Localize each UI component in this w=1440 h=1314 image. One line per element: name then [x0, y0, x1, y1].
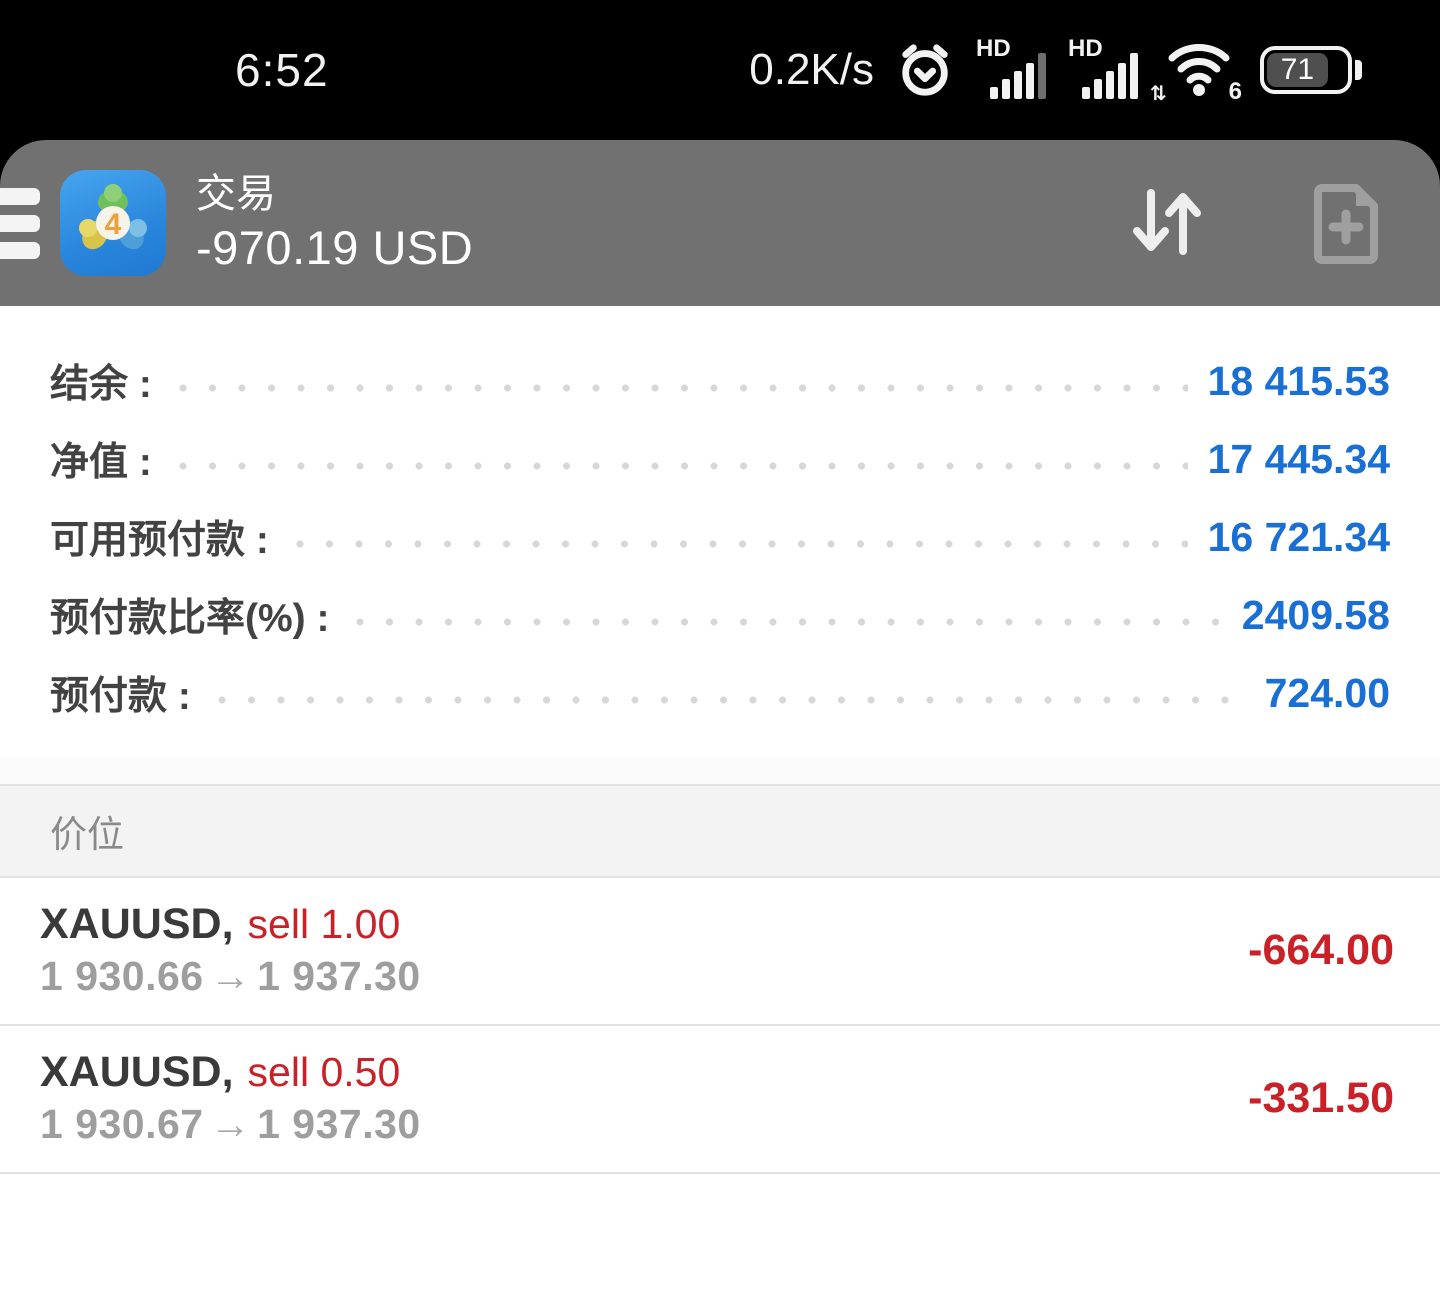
app-toolbar: 4 交易 -970.19 USD [0, 140, 1440, 306]
balance-value: 18 415.53 [1207, 357, 1390, 404]
margin-level-label: 预付款比率(%) : [50, 597, 330, 640]
open-price: 1 930.67 [40, 1101, 204, 1147]
status-icons: 0.2K/s HD HD [749, 35, 1362, 105]
margin-level-value: 2409.58 [1241, 591, 1390, 638]
position-prices: 1 930.66 → 1 937.30 [40, 953, 421, 1000]
sort-arrows-icon [1133, 189, 1201, 255]
positions-section-title: 价位 [50, 814, 124, 855]
svg-text:4: 4 [105, 208, 122, 241]
position-side-volume: sell 1.00 [247, 901, 401, 947]
position-symbol: XAUUSD, [40, 900, 234, 948]
position-profit: -664.00 [1248, 925, 1394, 974]
free-margin-value: 16 721.34 [1207, 513, 1390, 560]
appbar-wrap: 4 交易 -970.19 USD [0, 140, 1440, 306]
dotted-leader [294, 539, 1188, 549]
free-margin-label: 可用预付款 : [50, 519, 269, 562]
summary-row-margin: 预付款 : 724.00 [50, 654, 1390, 732]
empty-area [0, 1174, 1440, 1314]
position-prices: 1 930.67 → 1 937.30 [40, 1101, 421, 1148]
sim1-signal-icon: HD [976, 35, 1046, 101]
new-order-doc-icon [1314, 184, 1378, 264]
summary-row-margin-level: 预付款比率(%) : 2409.58 [50, 576, 1390, 654]
position-info: XAUUSD, sell 1.00 1 930.66 → 1 937.30 [40, 900, 421, 1000]
sort-button[interactable] [1112, 163, 1222, 283]
equity-label: 净值 : [50, 441, 152, 484]
current-price: 1 937.30 [257, 953, 421, 999]
summary-row-equity: 净值 : 17 445.34 [50, 420, 1390, 498]
new-order-button[interactable] [1292, 163, 1402, 283]
network-speed: 0.2K/s [749, 45, 874, 94]
margin-label: 预付款 : [50, 675, 191, 718]
position-row-1[interactable]: XAUUSD, sell 1.00 1 930.66 → 1 937.30 -664… [0, 878, 1440, 1026]
sim1-hd-label: HD [976, 35, 1011, 62]
clock-time: 6:52 [235, 44, 329, 96]
open-price: 1 930.66 [40, 953, 204, 999]
dotted-leader [177, 461, 1188, 471]
balance-label: 结余 : [50, 363, 152, 406]
dotted-leader [355, 617, 1222, 627]
page-title: 交易 [196, 172, 276, 217]
summary-row-balance: 结余 : 18 415.53 [50, 342, 1390, 420]
wifi-traffic-arrows: ⇅ [1150, 83, 1167, 105]
battery-icon: 71 [1260, 46, 1362, 94]
position-profit: -331.50 [1248, 1073, 1394, 1122]
dotted-leader [177, 383, 1188, 393]
position-row-2[interactable]: XAUUSD, sell 0.50 1 930.67 → 1 937.30 -331… [0, 1026, 1440, 1174]
account-profit-total: -970.19 USD [196, 221, 474, 275]
sim2-signal-icon: HD [1068, 35, 1138, 101]
summary-row-free-margin: 可用预付款 : 16 721.34 [50, 498, 1390, 576]
position-side-volume: sell 0.50 [247, 1049, 401, 1095]
account-summary: 结余 : 18 415.53 净值 : 17 445.34 可用预付款 : 16… [0, 306, 1440, 758]
position-info: XAUUSD, sell 0.50 1 930.67 → 1 937.30 [40, 1048, 421, 1148]
price-arrow-icon: → [209, 953, 252, 999]
equity-value: 17 445.34 [1207, 435, 1390, 482]
sim2-hd-label: HD [1068, 35, 1103, 62]
battery-percent: 71 [1280, 53, 1315, 86]
mt4-app-icon: 4 [60, 170, 166, 276]
current-price: 1 937.30 [257, 1101, 421, 1147]
price-arrow-icon: → [209, 1101, 252, 1147]
status-bar: 6:52 0.2K/s HD HD [0, 0, 1440, 140]
toolbar-titles: 交易 -970.19 USD [196, 172, 473, 274]
wifi-icon: ⇅ 6 [1150, 38, 1242, 105]
alarm-clock-icon [902, 44, 948, 96]
wifi6-label: 6 [1228, 78, 1242, 105]
margin-value: 724.00 [1264, 669, 1390, 716]
menu-icon[interactable] [0, 173, 40, 273]
position-symbol: XAUUSD, [40, 1048, 234, 1096]
dotted-leader [216, 695, 1245, 705]
positions-section-header: 价位 [0, 784, 1440, 878]
